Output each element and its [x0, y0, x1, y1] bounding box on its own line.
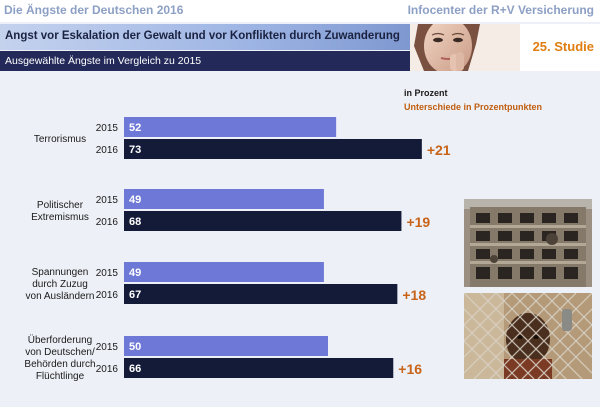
- difference-label: +19: [406, 214, 430, 230]
- subheadline-band: Ausgewählte Ängste im Vergleich zu 2015: [0, 51, 410, 71]
- edition-badge: 25. Studie: [532, 39, 594, 54]
- bar-value-label: 49: [129, 194, 141, 206]
- publisher-label: Infocenter der R+V Versicherung: [407, 3, 594, 17]
- year-label: 2015: [96, 268, 119, 279]
- woman-portrait-image: [410, 24, 520, 71]
- year-label: 2015: [96, 195, 119, 206]
- headline-band: Angst vor Eskalation der Gewalt und vor …: [0, 24, 410, 50]
- category-label: Überforderung: [28, 334, 92, 346]
- chart-subheadline: Ausgewählte Ängste im Vergleich zu 2015: [5, 55, 202, 67]
- difference-label: +18: [402, 287, 426, 303]
- year-label: 2015: [96, 123, 119, 134]
- difference-label: +21: [427, 142, 451, 158]
- bar-2015: [124, 117, 337, 137]
- category-label: von Ausländern: [26, 291, 95, 302]
- child-behind-fence-photo: [464, 293, 592, 379]
- category-label: Politischer: [37, 200, 84, 211]
- report-title: Die Ängste der Deutschen 2016: [4, 3, 184, 17]
- bar-value-label: 49: [129, 267, 141, 279]
- bar-2015: [124, 189, 324, 209]
- bar-2016: [124, 284, 398, 304]
- chart-headline: Angst vor Eskalation der Gewalt und vor …: [5, 30, 400, 42]
- year-label: 2016: [96, 290, 119, 301]
- edition-box: 25. Studie: [410, 24, 600, 71]
- category-label: Terrorismus: [34, 134, 86, 145]
- difference-legend: Unterschiede in Prozentpunkten: [404, 102, 543, 112]
- bar-value-label: 50: [129, 341, 141, 353]
- year-label: 2015: [96, 342, 119, 353]
- category-label: Extremismus: [31, 212, 89, 223]
- bar-value-label: 67: [129, 289, 141, 301]
- bar-2016: [124, 139, 422, 159]
- bar-value-label: 66: [129, 363, 141, 375]
- top-bar: Die Ängste der Deutschen 2016 Infocenter…: [0, 0, 600, 22]
- bar-2015: [124, 262, 324, 282]
- category-label: Spannungen: [32, 267, 89, 278]
- bar-value-label: 52: [129, 122, 141, 134]
- bar-2016: [124, 211, 402, 231]
- bar-2016: [124, 358, 394, 378]
- year-label: 2016: [96, 364, 119, 375]
- year-label: 2016: [96, 145, 119, 156]
- unit-label: in Prozent: [404, 88, 448, 98]
- year-label: 2016: [96, 217, 119, 228]
- difference-label: +16: [398, 361, 422, 377]
- bar-value-label: 68: [129, 216, 141, 228]
- category-label: Behörden durch: [24, 359, 95, 370]
- category-label: durch Zuzug: [32, 279, 88, 290]
- category-label: Flüchtlinge: [36, 371, 85, 382]
- bar-value-label: 73: [129, 144, 141, 156]
- bar-2015: [124, 336, 328, 356]
- damaged-building-photo: [464, 199, 592, 287]
- category-label: von Deutschen/: [25, 347, 95, 358]
